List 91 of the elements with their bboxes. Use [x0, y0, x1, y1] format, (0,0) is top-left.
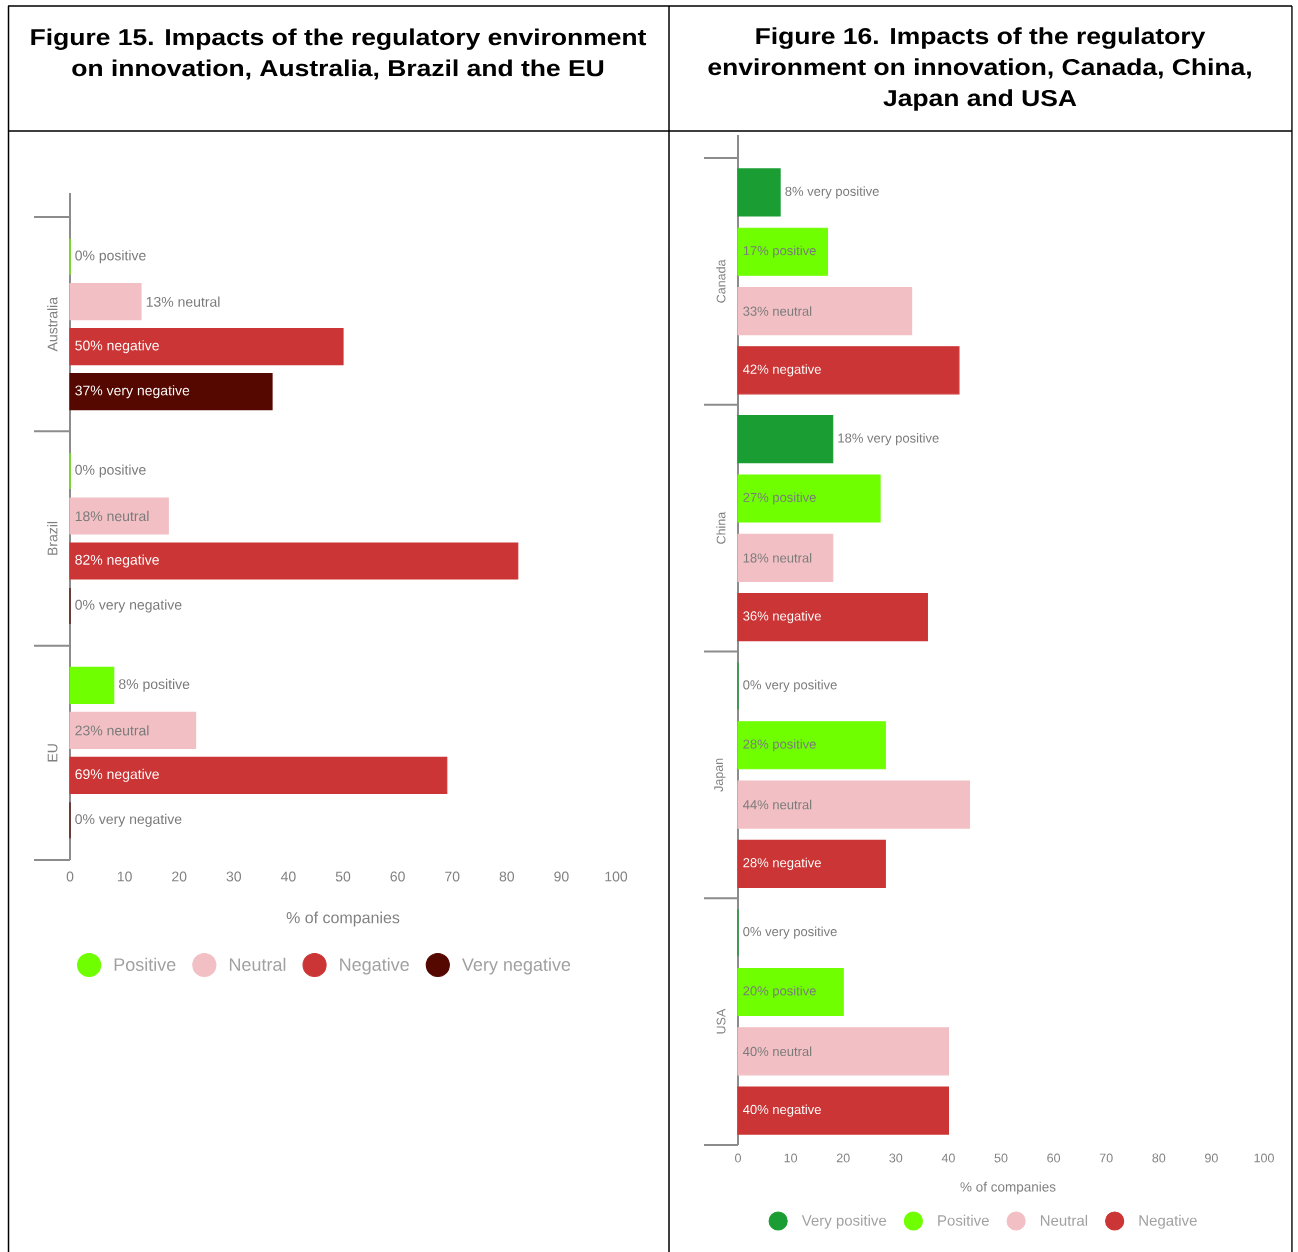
data-label: 82% negative [75, 554, 159, 568]
data-label: 0% very negative [75, 813, 182, 827]
data-label: 69% negative [75, 768, 159, 782]
data-label: 17% positive [743, 245, 816, 258]
data-label: 8% very positive [785, 186, 879, 199]
legend-label: Neutral [1040, 1214, 1088, 1226]
bar [737, 533, 834, 582]
y-tick-label: Australia [47, 296, 58, 352]
legend-label: Positive [938, 1214, 989, 1226]
legend-label: Negative [340, 957, 409, 975]
y-tick-label: USA [716, 1008, 726, 1034]
data-label: 0% positive [75, 250, 146, 264]
bar [69, 711, 197, 749]
x-tick-label: 30 [889, 1153, 903, 1163]
data-label: 18% neutral [743, 553, 812, 563]
legend-label: Very negative [461, 957, 571, 975]
data-label: 40% neutral [743, 1046, 812, 1057]
data-label: 27% positive [743, 492, 816, 505]
bar [737, 780, 971, 829]
x-tick-label: 70 [1099, 1153, 1113, 1163]
bar [737, 227, 829, 276]
data-label: 0% very positive [743, 679, 837, 692]
bar [737, 839, 886, 888]
x-tick-label: 60 [1047, 1153, 1061, 1163]
x-tick-label: 30 [226, 871, 242, 882]
chart-title: Figure 16. Impacts of the regulatory environment on innovation, Canada, China, Japan and USA [708, 27, 1251, 111]
y-tick-label: Brazil [47, 521, 58, 555]
x-tick-label: 100 [1254, 1153, 1274, 1163]
bar [737, 721, 886, 770]
y-tick-label: EU [47, 744, 58, 762]
bar [737, 286, 913, 336]
x-tick-label: 20 [172, 871, 187, 882]
x-axis-title: % of companies [960, 1181, 1056, 1195]
data-label: 20% positive [743, 985, 816, 999]
bar [69, 283, 142, 321]
data-label: 0% positive [75, 464, 146, 478]
bar [737, 168, 781, 217]
x-tick-label: 20 [836, 1153, 850, 1163]
bar [69, 373, 273, 411]
bar [737, 1086, 950, 1135]
bar [737, 592, 928, 642]
bar [737, 967, 844, 1017]
x-tick-label: 80 [1152, 1153, 1166, 1163]
x-tick-label: 80 [499, 871, 515, 882]
data-label: 42% negative [743, 364, 821, 377]
data-label: 36% negative [743, 611, 821, 624]
legend-label: Negative [1139, 1214, 1197, 1229]
legend-label: Positive [114, 957, 176, 971]
bar [69, 497, 169, 535]
x-tick-label: 60 [390, 871, 405, 882]
bar [737, 474, 881, 523]
bar [737, 346, 960, 395]
data-label: 40% negative [743, 1104, 821, 1117]
bar [737, 1027, 950, 1076]
x-tick-label: 70 [445, 871, 460, 882]
data-label: 28% positive [743, 739, 816, 752]
x-tick-label: 50 [994, 1153, 1008, 1163]
y-tick-label: Canada [716, 259, 726, 303]
bar [69, 328, 344, 366]
x-tick-label: 10 [784, 1153, 798, 1163]
data-label: 37% very negative [75, 385, 190, 399]
data-label: 18% neutral [75, 510, 149, 522]
data-label: 50% negative [75, 340, 159, 354]
legend-label: Neutral [229, 957, 286, 971]
bar [737, 415, 834, 464]
x-tick-label: 40 [280, 871, 296, 882]
y-tick-label: China [716, 511, 726, 544]
chart-title: Figure 15. Impacts of the regulatory environment on innovation, Australia, Brazil and the EU [31, 28, 647, 80]
bar [69, 666, 115, 704]
data-label: 8% positive [119, 678, 190, 692]
data-label: 13% neutral [146, 296, 220, 307]
x-tick-label: 90 [554, 871, 569, 882]
bar [69, 542, 519, 580]
x-tick-label: 0 [735, 1153, 741, 1163]
x-tick-label: 10 [117, 871, 132, 882]
x-tick-label: 90 [1205, 1153, 1218, 1163]
data-label: 33% neutral [743, 306, 812, 316]
data-label: 18% very positive [838, 433, 939, 446]
x-tick-label: 0 [66, 871, 74, 882]
x-tick-label: 40 [941, 1153, 955, 1163]
x-tick-label: 50 [335, 871, 351, 882]
x-axis-title: % of companies [286, 911, 400, 927]
data-label: 0% very negative [75, 599, 182, 613]
data-label: 44% neutral [743, 799, 812, 810]
y-tick-label: Japan [714, 758, 726, 792]
data-label: 28% negative [743, 857, 821, 870]
bar [69, 756, 448, 794]
legend-label: Very positive [801, 1214, 887, 1229]
data-label: 23% neutral [75, 725, 149, 736]
data-label: 0% very positive [743, 926, 837, 939]
x-tick-label: 100 [605, 871, 628, 882]
